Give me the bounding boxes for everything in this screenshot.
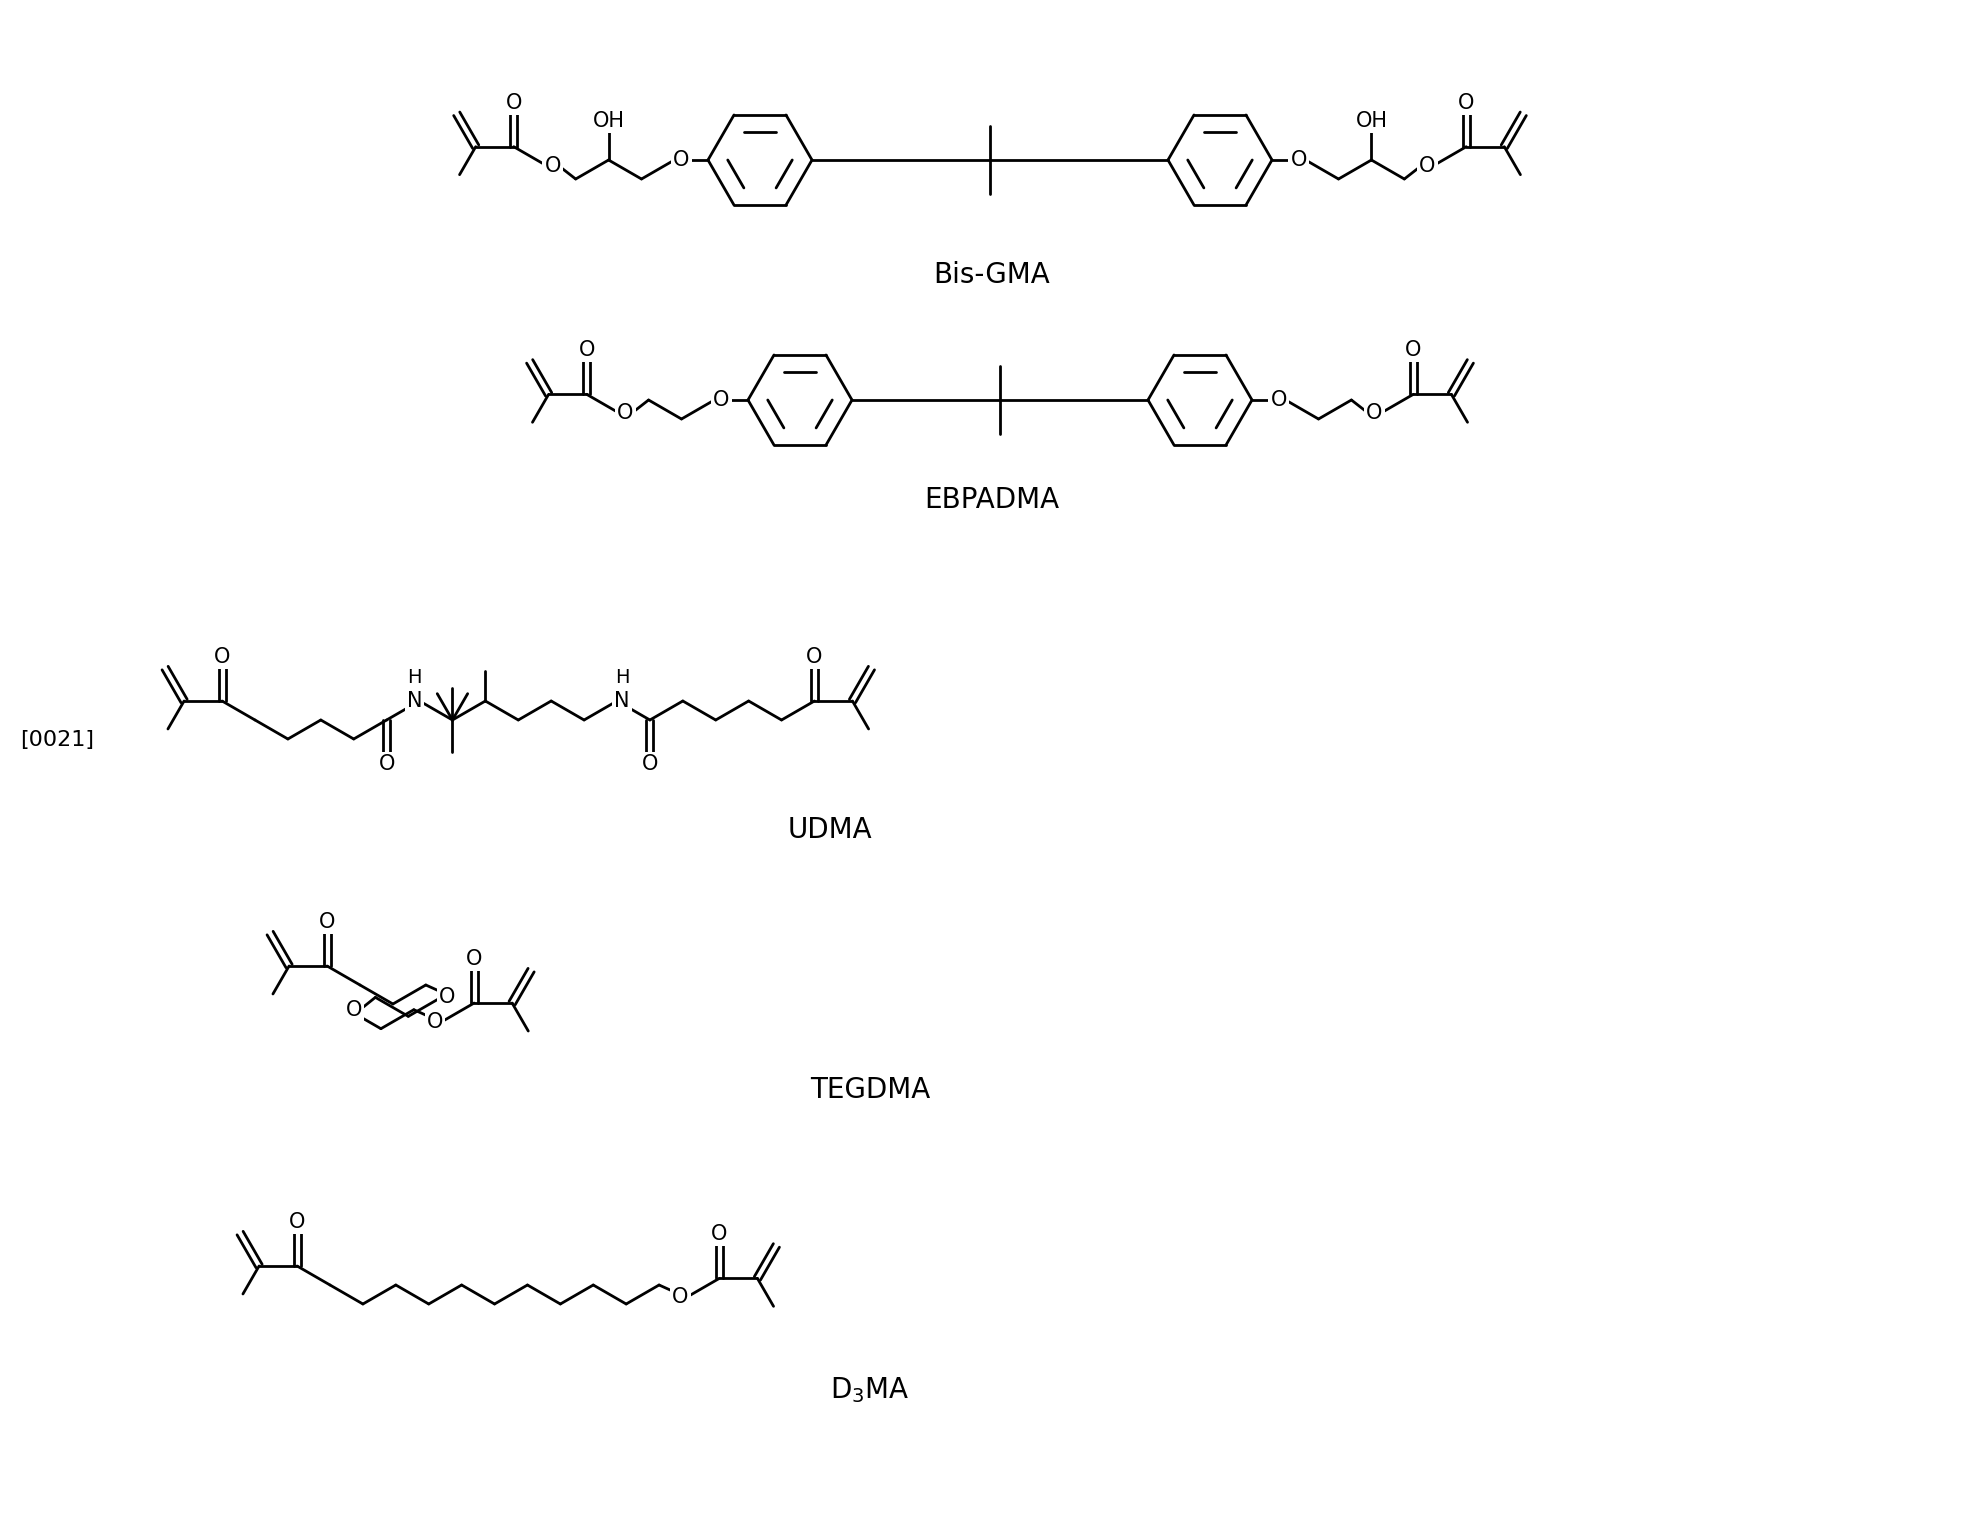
Text: EBPADMA: EBPADMA bbox=[925, 487, 1059, 514]
Text: Bis-GMA: Bis-GMA bbox=[934, 262, 1050, 289]
Text: O: O bbox=[673, 150, 690, 170]
Text: OH: OH bbox=[593, 110, 625, 130]
Text: O: O bbox=[345, 999, 363, 1019]
Text: O: O bbox=[544, 156, 561, 176]
Text: O: O bbox=[379, 754, 395, 774]
Text: O: O bbox=[1270, 390, 1288, 410]
Text: O: O bbox=[710, 1224, 728, 1244]
Text: O: O bbox=[1405, 340, 1423, 360]
Text: O: O bbox=[1290, 150, 1307, 170]
Text: D$_3$MA: D$_3$MA bbox=[829, 1375, 911, 1405]
Text: O: O bbox=[427, 1011, 442, 1033]
Text: O: O bbox=[319, 912, 335, 932]
Text: H: H bbox=[407, 669, 423, 687]
Text: O: O bbox=[1419, 156, 1436, 176]
Text: O: O bbox=[466, 949, 482, 968]
Text: N: N bbox=[407, 692, 423, 711]
Text: O: O bbox=[712, 390, 730, 410]
Text: O: O bbox=[438, 987, 456, 1007]
Text: O: O bbox=[806, 647, 823, 667]
Text: N: N bbox=[615, 692, 629, 711]
Text: O: O bbox=[1458, 92, 1474, 113]
Text: TEGDMA: TEGDMA bbox=[809, 1076, 930, 1105]
Text: O: O bbox=[617, 404, 633, 424]
Text: O: O bbox=[214, 647, 230, 667]
Text: [0021]: [0021] bbox=[20, 730, 93, 750]
Text: O: O bbox=[290, 1212, 306, 1232]
Text: H: H bbox=[615, 669, 629, 687]
Text: O: O bbox=[1367, 404, 1383, 424]
Text: O: O bbox=[641, 754, 659, 774]
Text: O: O bbox=[673, 1287, 688, 1307]
Text: UDMA: UDMA bbox=[788, 815, 873, 845]
Text: OH: OH bbox=[1355, 110, 1387, 130]
Text: O: O bbox=[506, 92, 522, 113]
Text: O: O bbox=[579, 340, 595, 360]
